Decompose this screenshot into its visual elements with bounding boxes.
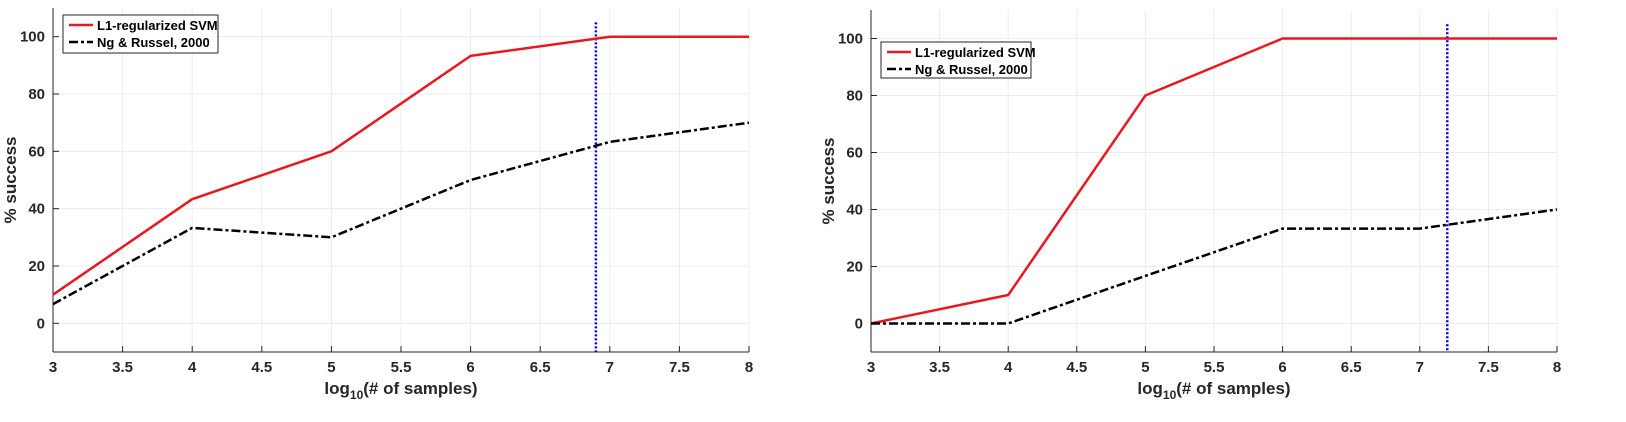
x-tick-label: 5.5 <box>1204 359 1225 376</box>
x-tick-label: 4.5 <box>1066 359 1087 376</box>
x-tick-label: 6.5 <box>530 359 551 376</box>
x-tick-label: 3.5 <box>112 359 133 376</box>
chart-panel-2: 3 3.5 4 4.5 5 5.5 6 6.5 7 7.5 8020406080100log10(#… <box>819 10 1561 402</box>
legend-label-2: Ng & Russel, 2000 <box>97 35 210 50</box>
x-axis-label: log10(# of samples) <box>1137 379 1290 402</box>
x-tick-label: 6.5 <box>1341 359 1362 376</box>
x-tick-label: 5 <box>1141 359 1149 376</box>
series-line-1 <box>870 37 1557 325</box>
y-tick-label: 20 <box>846 259 863 276</box>
x-tick-label: 3.5 <box>929 359 950 376</box>
x-tick-label: 4 <box>1004 359 1013 376</box>
y-tick-label: 0 <box>37 315 45 332</box>
chart-panel-1: 3 3.5 4 4.5 5 5.5 6 6.5 7 7.5 8020406080100log10(#… <box>1 8 753 402</box>
x-tick-label: 7 <box>1416 359 1424 376</box>
series-line-2 <box>871 208 1558 325</box>
y-tick-label: 100 <box>838 31 863 48</box>
y-tick-label: 60 <box>846 145 863 162</box>
legend: L1-regularized SVM Ng & Russel, 2000 <box>880 41 1036 79</box>
y-tick-label: 80 <box>28 86 45 103</box>
x-tick-label: 7.5 <box>669 359 690 376</box>
y-axis-label: % success <box>819 138 838 225</box>
y-tick-label: 40 <box>846 202 863 219</box>
x-tick-label: 4.5 <box>251 359 272 376</box>
series-line-1 <box>52 35 749 296</box>
x-tick-label: 7.5 <box>1478 359 1499 376</box>
legend-box <box>880 41 1032 79</box>
y-tick-label: 60 <box>28 143 45 160</box>
y-tick-label: 20 <box>28 258 45 275</box>
x-tick-label: 4 <box>188 359 197 376</box>
legend: L1-regularized SVM Ng & Russel, 2000 <box>62 14 219 54</box>
legend-label-1: L1-regularized SVM <box>915 45 1036 60</box>
series-line-2 <box>52 121 750 306</box>
legend-box <box>62 14 219 54</box>
x-tick-label: 6 <box>1278 359 1286 376</box>
y-tick-label: 40 <box>28 201 45 218</box>
legend-label-1: L1-regularized SVM <box>97 18 218 33</box>
x-tick-label: 3 <box>867 359 875 376</box>
x-tick-label: 8 <box>745 359 753 376</box>
x-tick-label: 6 <box>466 359 474 376</box>
y-axis-label: % success <box>1 137 20 224</box>
x-tick-label: 3 <box>49 359 57 376</box>
y-tick-label: 80 <box>846 88 863 105</box>
x-tick-label: 8 <box>1553 359 1561 376</box>
x-tick-label: 7 <box>606 359 614 376</box>
x-tick-label: 5.5 <box>391 359 412 376</box>
legend-label-2: Ng & Russel, 2000 <box>915 62 1028 77</box>
x-tick-label: 5 <box>327 359 335 376</box>
x-axis-label: log10(# of samples) <box>324 379 477 402</box>
y-tick-label: 0 <box>855 316 863 333</box>
y-tick-label: 100 <box>20 29 45 46</box>
